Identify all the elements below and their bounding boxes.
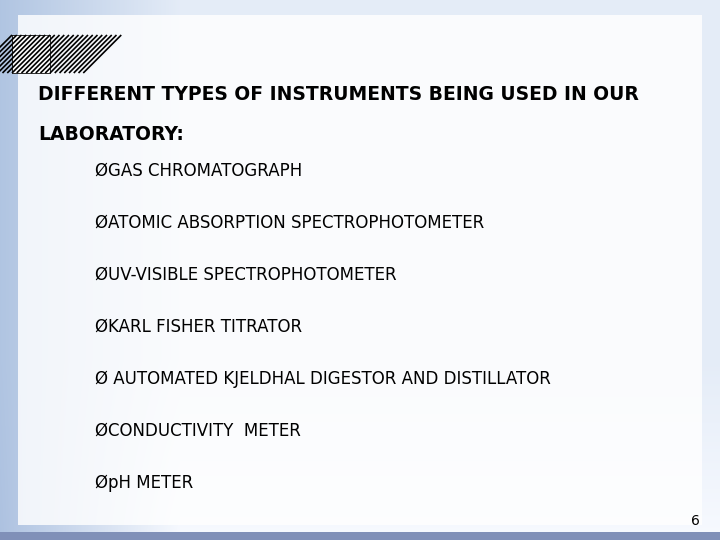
Text: 6: 6 <box>691 514 700 528</box>
Polygon shape <box>36 35 40 73</box>
Text: ØATOMIC ABSORPTION SPECTROPHOTOMETER: ØATOMIC ABSORPTION SPECTROPHOTOMETER <box>95 214 485 232</box>
Text: ØUV-VISIBLE SPECTROPHOTOMETER: ØUV-VISIBLE SPECTROPHOTOMETER <box>95 266 397 284</box>
Polygon shape <box>31 35 36 73</box>
Bar <box>12 35 50 73</box>
Polygon shape <box>17 35 22 73</box>
Text: DIFFERENT TYPES OF INSTRUMENTS BEING USED IN OUR: DIFFERENT TYPES OF INSTRUMENTS BEING USE… <box>38 85 639 104</box>
Polygon shape <box>12 35 17 73</box>
Text: ØpH METER: ØpH METER <box>95 474 193 492</box>
Polygon shape <box>22 35 26 73</box>
Text: LABORATORY:: LABORATORY: <box>38 125 184 144</box>
Polygon shape <box>26 35 31 73</box>
Polygon shape <box>45 35 50 73</box>
FancyBboxPatch shape <box>18 15 702 525</box>
Text: Ø AUTOMATED KJELDHAL DIGESTOR AND DISTILLATOR: Ø AUTOMATED KJELDHAL DIGESTOR AND DISTIL… <box>95 370 551 388</box>
Text: ØKARL FISHER TITRATOR: ØKARL FISHER TITRATOR <box>95 318 302 336</box>
Bar <box>0 532 720 540</box>
Polygon shape <box>40 35 45 73</box>
Text: ØGAS CHROMATOGRAPH: ØGAS CHROMATOGRAPH <box>95 162 302 180</box>
Text: ØCONDUCTIVITY  METER: ØCONDUCTIVITY METER <box>95 422 301 440</box>
Bar <box>12 35 50 73</box>
